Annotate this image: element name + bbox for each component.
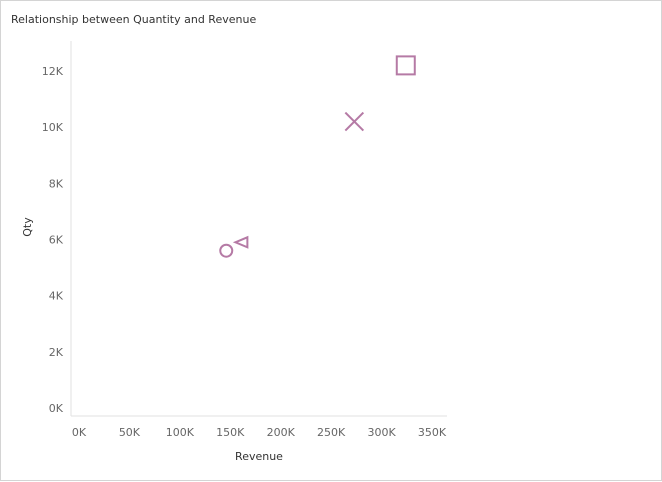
x-tick-label: 200K xyxy=(267,426,296,439)
y-axis-title: Qty xyxy=(21,217,34,237)
x-tick-label: 250K xyxy=(317,426,346,439)
x-tick-label: 50K xyxy=(119,426,141,439)
data-point-circle xyxy=(219,243,234,258)
x-tick-label: 350K xyxy=(418,426,447,439)
chart-title: Relationship between Quantity and Revenu… xyxy=(11,13,257,26)
x-tick-label: 100K xyxy=(166,426,195,439)
y-tick-label: 4K xyxy=(49,290,64,303)
y-tick-label: 2K xyxy=(49,346,64,359)
y-tick-label: 8K xyxy=(49,177,64,190)
x-axis-title: Revenue xyxy=(235,450,283,463)
x-tick-label: 150K xyxy=(216,426,245,439)
x-tick-label: 0K xyxy=(72,426,87,439)
x-tick-label: 300K xyxy=(367,426,396,439)
y-tick-label: 12K xyxy=(42,65,64,78)
data-point-x xyxy=(344,111,365,132)
y-tick-label: 6K xyxy=(49,234,64,247)
y-tick-label: 0K xyxy=(49,402,64,415)
data-point-triangle xyxy=(232,235,249,249)
data-point-square xyxy=(395,55,416,76)
y-tick-label: 10K xyxy=(42,121,64,134)
